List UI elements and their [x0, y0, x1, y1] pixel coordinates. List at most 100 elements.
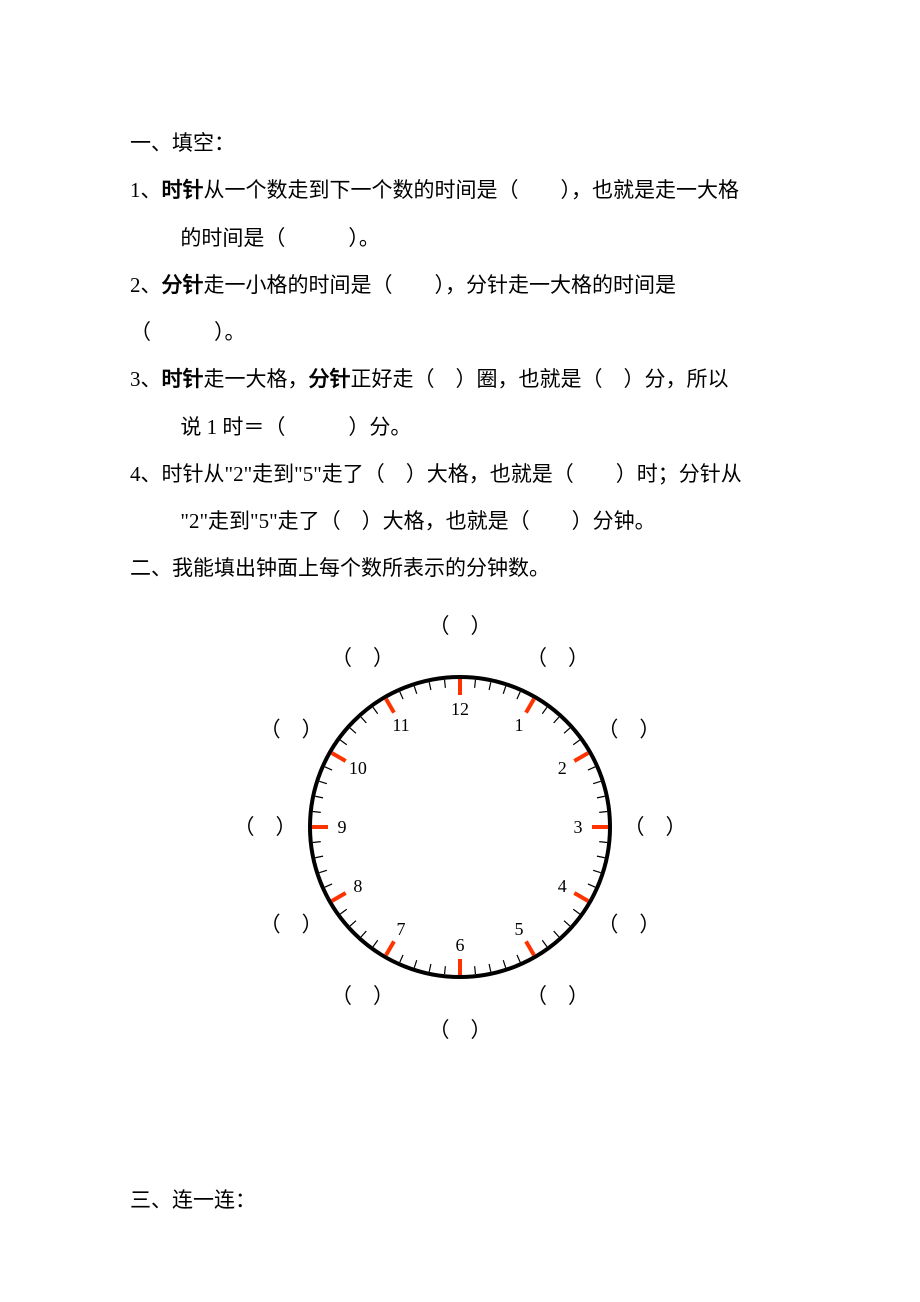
q3-text: 正好走（ ）圈，也就是（ ）分，所以 — [351, 367, 729, 391]
minor-tick — [564, 727, 570, 732]
q3-line2: 说 1 时＝（ ）分。 — [130, 404, 790, 451]
minor-tick — [340, 909, 346, 914]
minor-tick — [564, 920, 570, 925]
minor-tick — [325, 766, 332, 769]
major-tick — [332, 893, 346, 901]
clock-circle — [310, 677, 610, 977]
q3-mid: 走一大格， — [204, 367, 309, 391]
clock-container: 121234567891011（ ）（ ）（ ）（ ）（ ）（ ）（ ）（ ）（… — [130, 597, 790, 1057]
minor-tick — [489, 963, 491, 971]
clock-number: 3 — [574, 817, 583, 837]
q1-bold: 时针 — [162, 178, 204, 202]
clock-number: 8 — [353, 876, 362, 896]
minute-blank: （ ） — [597, 717, 660, 741]
minor-tick — [573, 740, 579, 745]
minor-tick — [325, 883, 332, 886]
q4-text: 时针从"2"走到"5"走了（ ）大格，也就是（ ）时；分针从 — [162, 462, 742, 486]
major-tick — [574, 893, 588, 901]
minute-blank: （ ） — [331, 646, 394, 670]
minute-blank: （ ） — [526, 646, 589, 670]
q4-line2: "2"走到"5"走了（ ）大格，也就是（ ）分钟。 — [130, 498, 790, 545]
minor-tick — [315, 796, 323, 798]
major-tick — [386, 698, 394, 712]
minor-tick — [414, 960, 416, 968]
clock-number: 4 — [558, 876, 567, 896]
minor-tick — [340, 740, 346, 745]
minor-tick — [517, 691, 520, 698]
q3: 3、时针走一大格，分针正好走（ ）圈，也就是（ ）分，所以 说 1 时＝（ ）分… — [130, 356, 790, 451]
minute-blank: （ ） — [597, 912, 660, 936]
q1-num: 1、 — [130, 178, 162, 202]
q3-bold2: 分针 — [309, 367, 351, 391]
q3-num: 3、 — [130, 367, 162, 391]
minor-tick — [373, 940, 378, 946]
minute-blank: （ ） — [526, 983, 589, 1007]
minor-tick — [599, 811, 607, 812]
q4-num: 4、 — [130, 462, 162, 486]
minute-blank: （ ） — [234, 815, 297, 839]
major-tick — [574, 753, 588, 761]
minor-tick — [313, 841, 321, 842]
minute-blank: （ ） — [429, 614, 492, 638]
major-tick — [526, 941, 534, 955]
clock-number: 5 — [515, 919, 524, 939]
q1-text: 从一个数走到下一个数的时间是（ ），也就是走一大格 — [204, 178, 740, 202]
minor-tick — [517, 954, 520, 961]
minor-tick — [400, 691, 403, 698]
section3-heading: 三、连一连： — [130, 1177, 790, 1224]
clock-number: 10 — [349, 758, 367, 778]
minor-tick — [588, 883, 595, 886]
clock-number: 6 — [456, 935, 465, 955]
clock-number: 12 — [451, 699, 469, 719]
minor-tick — [475, 966, 476, 974]
section1-heading: 一、填空： — [130, 120, 790, 167]
q3-bold1: 时针 — [162, 367, 204, 391]
minor-tick — [573, 909, 579, 914]
clock-number: 1 — [515, 714, 524, 734]
major-tick — [526, 698, 534, 712]
minor-tick — [313, 811, 321, 812]
minor-tick — [597, 796, 605, 798]
minor-tick — [429, 963, 431, 971]
q1: 1、时针从一个数走到下一个数的时间是（ ），也就是走一大格 的时间是（ ）。 — [130, 167, 790, 262]
minor-tick — [414, 686, 416, 694]
q2-line2: （ ）。 — [130, 309, 790, 356]
minor-tick — [593, 870, 601, 872]
minor-tick — [361, 931, 366, 937]
minor-tick — [489, 682, 491, 690]
minor-tick — [542, 707, 547, 713]
page: 一、填空： 1、时针从一个数走到下一个数的时间是（ ），也就是走一大格 的时间是… — [0, 0, 920, 1284]
minute-blank: （ ） — [331, 983, 394, 1007]
minor-tick — [593, 781, 601, 783]
minor-tick — [400, 954, 403, 961]
minor-tick — [373, 707, 378, 713]
q2: 2、分针走一小格的时间是（ ），分针走一大格的时间是 （ ）。 — [130, 262, 790, 357]
minor-tick — [350, 920, 356, 925]
major-tick — [386, 941, 394, 955]
minor-tick — [588, 766, 595, 769]
q2-num: 2、 — [130, 273, 162, 297]
minor-tick — [475, 679, 476, 687]
major-tick — [332, 753, 346, 761]
minute-blank: （ ） — [429, 1018, 492, 1042]
minor-tick — [597, 856, 605, 858]
clock-number: 11 — [392, 714, 409, 734]
minor-tick — [319, 870, 327, 872]
minor-tick — [445, 966, 446, 974]
q2-text: 走一小格的时间是（ ），分针走一大格的时间是 — [204, 273, 677, 297]
minute-blank: （ ） — [624, 815, 687, 839]
minor-tick — [542, 940, 547, 946]
minor-tick — [554, 717, 559, 723]
clock-face: 121234567891011（ ）（ ）（ ）（ ）（ ）（ ）（ ）（ ）（… — [230, 597, 690, 1057]
clock-number: 2 — [558, 758, 567, 778]
clock-number: 7 — [397, 919, 406, 939]
minute-blank: （ ） — [260, 912, 323, 936]
minor-tick — [315, 856, 323, 858]
minor-tick — [503, 686, 505, 694]
q4: 4、时针从"2"走到"5"走了（ ）大格，也就是（ ）时；分针从 "2"走到"5… — [130, 451, 790, 546]
q1-line2: 的时间是（ ）。 — [130, 215, 790, 262]
minor-tick — [554, 931, 559, 937]
minor-tick — [429, 682, 431, 690]
minor-tick — [503, 960, 505, 968]
minor-tick — [599, 841, 607, 842]
